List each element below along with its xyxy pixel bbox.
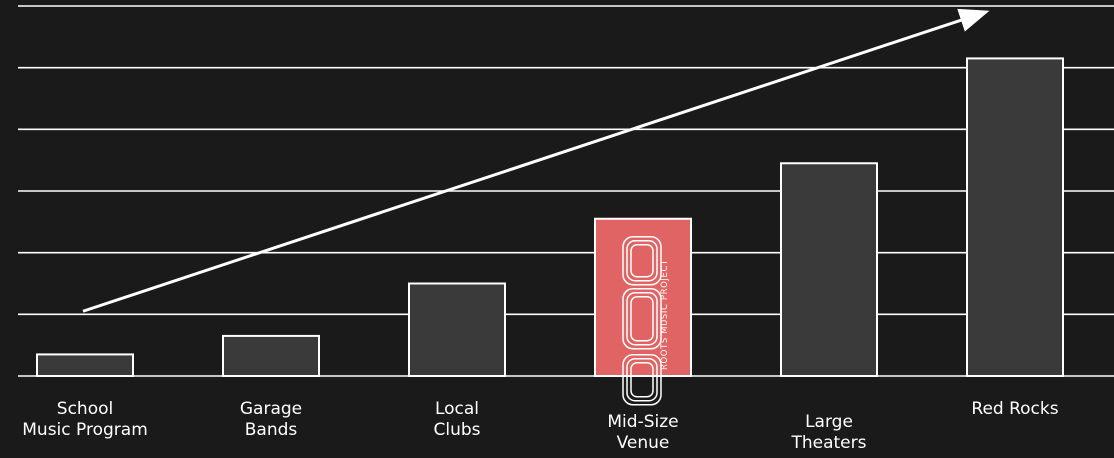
- logo-stroke: [626, 240, 658, 282]
- trend-arrow: [82, 8, 990, 313]
- category-label: Local Clubs: [433, 399, 480, 440]
- category-label: Large Theaters: [790, 412, 866, 453]
- gridlines: [18, 5, 1114, 377]
- category-label: Mid-Size Venue: [607, 412, 678, 453]
- logo-stroke: [630, 296, 654, 342]
- bar: [966, 57, 1064, 378]
- category-labels: School Music Program Garage Bands Local Clubs…: [22, 399, 1058, 453]
- logo-stroke: [630, 244, 654, 278]
- logo-stroke: [622, 354, 662, 406]
- logo-stroke: [622, 236, 662, 286]
- logo-stroke: [626, 292, 658, 346]
- logo-text: ROOTS MUSIC PROJECT: [660, 259, 670, 370]
- logo-stroke: [626, 358, 658, 402]
- bar: [36, 353, 134, 377]
- bar: [780, 162, 878, 377]
- logo-stroke: [622, 288, 662, 350]
- logo-stroke: [630, 362, 654, 398]
- category-label: School Music Program: [22, 399, 148, 440]
- rmp-logo: ROOTS MUSIC PROJECT: [622, 236, 670, 406]
- bars: [36, 57, 1064, 378]
- rmp-logo-mark: [622, 236, 662, 406]
- bar: [222, 334, 320, 377]
- bar: [408, 282, 506, 377]
- category-label: Garage Bands: [240, 399, 302, 440]
- category-label: Red Rocks: [971, 399, 1058, 419]
